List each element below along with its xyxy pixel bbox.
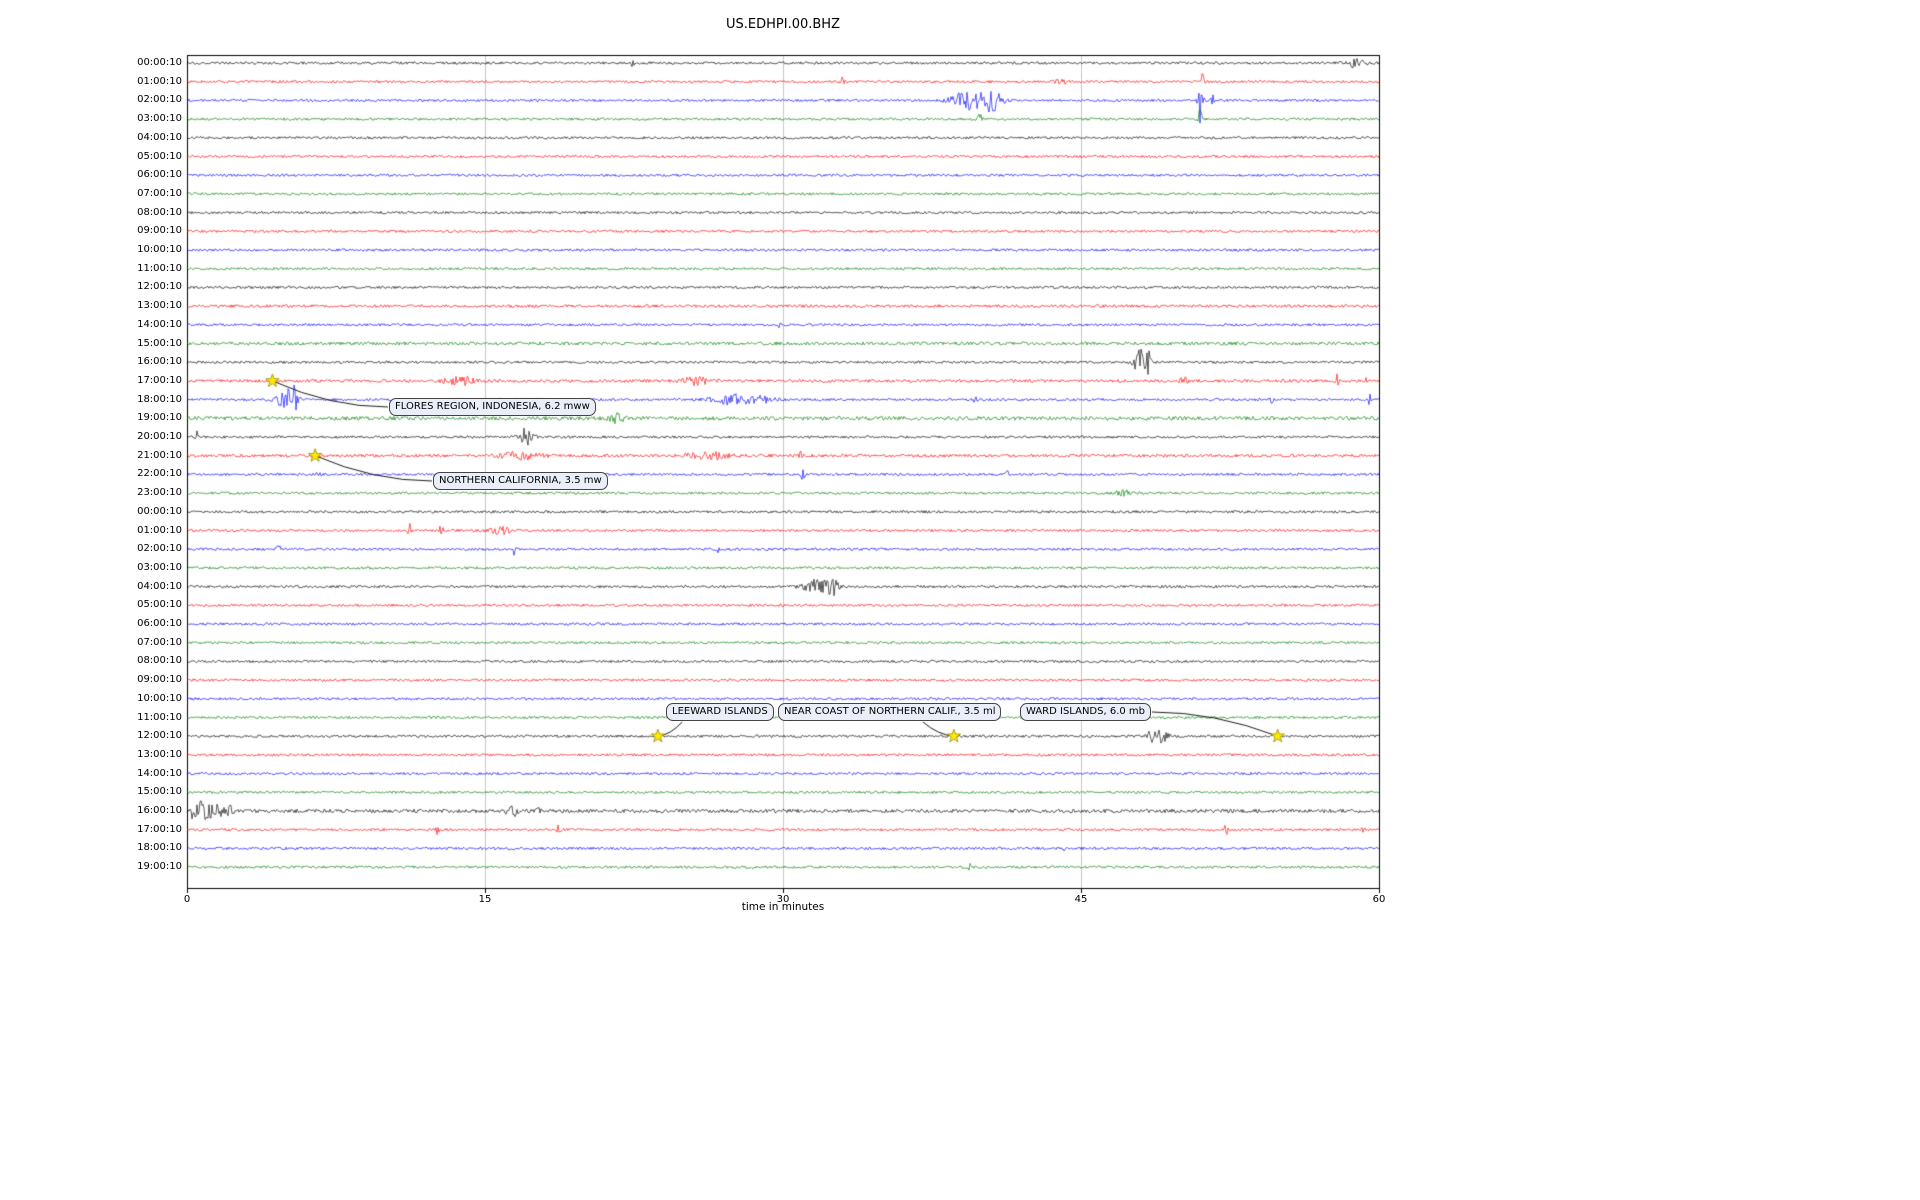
row-time-label: 16:00:10 bbox=[137, 356, 182, 368]
row-time-label: 05:00:10 bbox=[137, 150, 182, 162]
row-time-label: 02:00:10 bbox=[137, 543, 182, 555]
row-time-label: 00:00:10 bbox=[137, 57, 182, 68]
row-time-label: 07:00:10 bbox=[137, 187, 182, 199]
x-tick-label: 30 bbox=[776, 894, 790, 905]
chart-title: US.EDHPI.00.BHZ bbox=[726, 17, 840, 32]
row-time-label: 00:00:10 bbox=[137, 505, 182, 517]
row-time-label: 20:00:10 bbox=[137, 431, 182, 442]
x-axis-title: time in minutes bbox=[741, 901, 825, 913]
row-time-label: 16:00:10 bbox=[137, 805, 182, 816]
row-time-label: 17:00:10 bbox=[137, 823, 182, 835]
row-time-label: 14:00:10 bbox=[137, 767, 182, 779]
row-time-label: 05:00:10 bbox=[137, 599, 182, 611]
row-time-label: 03:00:10 bbox=[137, 561, 182, 573]
row-time-label: 13:00:10 bbox=[137, 300, 182, 312]
x-tick-label: 15 bbox=[478, 894, 492, 905]
row-time-label: 10:00:10 bbox=[137, 692, 182, 704]
row-time-label: 15:00:10 bbox=[137, 786, 182, 798]
row-time-label: 11:00:10 bbox=[137, 262, 182, 274]
row-time-label: 04:00:10 bbox=[137, 580, 182, 592]
row-time-label: 04:00:10 bbox=[137, 131, 182, 143]
row-time-label: 09:00:10 bbox=[137, 225, 182, 237]
event-annotation-label: NORTHERN CALIFORNIA, 3.5 mw bbox=[433, 472, 608, 490]
row-time-label: 12:00:10 bbox=[137, 730, 182, 742]
event-annotation-label: FLORES REGION, INDONESIA, 6.2 mww bbox=[389, 398, 596, 416]
row-time-label: 08:00:10 bbox=[137, 206, 182, 218]
row-time-label: 06:00:10 bbox=[137, 618, 182, 629]
x-tick-label: 60 bbox=[1372, 894, 1386, 905]
event-annotation-label: LEEWARD ISLANDS bbox=[666, 703, 774, 721]
x-tick-label: 0 bbox=[183, 894, 191, 905]
row-time-label: 15:00:10 bbox=[137, 337, 182, 349]
event-annotation-label: NEAR COAST OF NORTHERN CALIF., 3.5 ml bbox=[778, 703, 1002, 721]
row-time-label: 01:00:10 bbox=[137, 524, 182, 536]
row-time-label: 18:00:10 bbox=[137, 842, 182, 854]
row-time-label: 01:00:10 bbox=[137, 75, 182, 87]
row-time-label: 22:00:10 bbox=[137, 468, 182, 480]
x-tick-label: 45 bbox=[1074, 894, 1088, 905]
row-time-label: 06:00:10 bbox=[137, 169, 182, 181]
row-time-label: 21:00:10 bbox=[137, 449, 182, 461]
row-time-label: 17:00:10 bbox=[137, 374, 182, 386]
row-time-label: 07:00:10 bbox=[137, 636, 182, 648]
row-time-label: 02:00:10 bbox=[137, 94, 182, 106]
row-time-label: 19:00:10 bbox=[137, 412, 182, 424]
row-time-label: 09:00:10 bbox=[137, 674, 182, 686]
row-time-label: 03:00:10 bbox=[137, 113, 182, 125]
row-time-label: 12:00:10 bbox=[137, 281, 182, 293]
row-time-label: 23:00:10 bbox=[137, 487, 182, 499]
row-time-label: 11:00:10 bbox=[137, 711, 182, 723]
row-time-label: 08:00:10 bbox=[137, 655, 182, 667]
row-time-label: 13:00:10 bbox=[137, 748, 182, 760]
row-time-label: 18:00:10 bbox=[137, 393, 182, 405]
row-time-label: 19:00:10 bbox=[137, 861, 182, 873]
event-annotation-label: WARD ISLANDS, 6.0 mb bbox=[1020, 703, 1152, 721]
row-time-label: 14:00:10 bbox=[137, 318, 182, 330]
row-time-label: 10:00:10 bbox=[137, 244, 182, 255]
